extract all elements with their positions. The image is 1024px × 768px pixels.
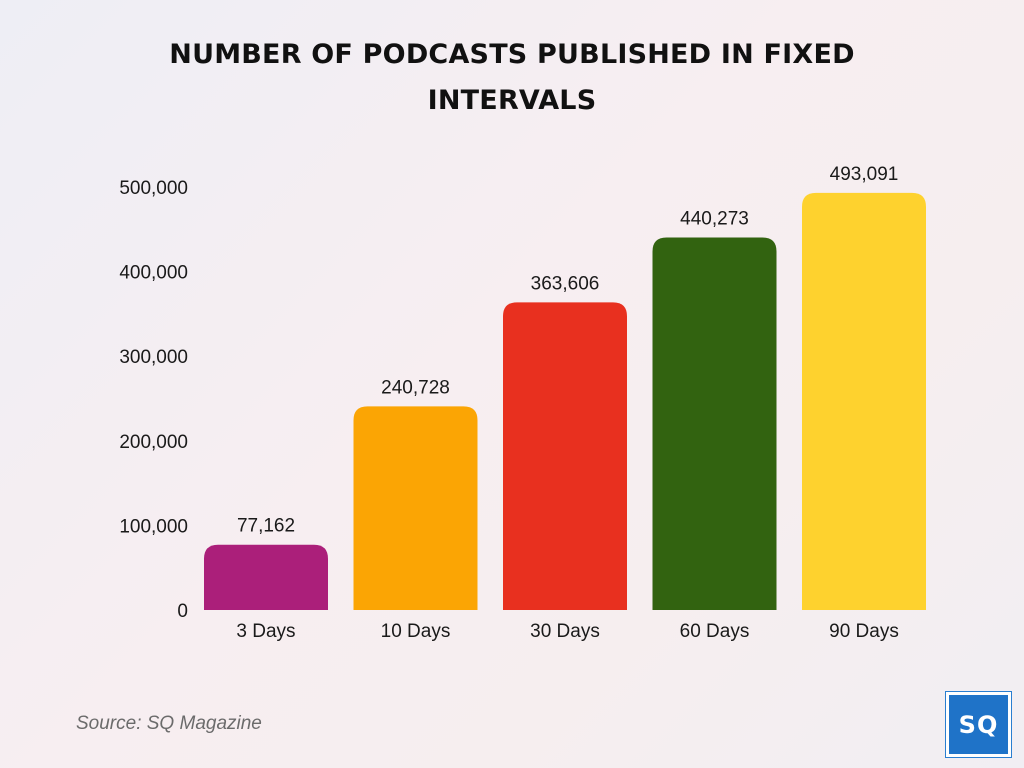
x-tick-label: 10 Days (381, 621, 451, 642)
data-label: 363,606 (531, 273, 600, 294)
y-tick-label: 300,000 (119, 347, 188, 368)
data-label: 440,273 (680, 209, 749, 230)
logo-text: SQ (958, 710, 999, 739)
sq-logo: SQ (946, 692, 1011, 757)
y-tick-label: 400,000 (119, 263, 188, 284)
y-tick-label: 100,000 (119, 516, 188, 537)
y-tick-label: 500,000 (119, 178, 188, 199)
data-label: 493,091 (830, 164, 899, 185)
x-tick-label: 90 Days (829, 621, 899, 642)
bar (353, 406, 478, 610)
x-tick-label: 60 Days (680, 621, 750, 642)
bar (204, 544, 328, 610)
x-tick-label: 3 Days (236, 621, 295, 642)
y-tick-label: 0 (177, 601, 188, 622)
bar (802, 192, 926, 610)
source-note: Source: SQ Magazine (76, 713, 262, 734)
x-tick-label: 30 Days (530, 621, 600, 642)
data-label: 240,728 (381, 377, 450, 398)
chart-title: NUMBER OF PODCASTS PUBLISHED IN FIXED IN… (169, 39, 855, 116)
y-tick-label: 200,000 (119, 432, 188, 453)
bar (503, 302, 627, 610)
bar (652, 237, 777, 610)
data-label: 77,162 (237, 516, 295, 537)
